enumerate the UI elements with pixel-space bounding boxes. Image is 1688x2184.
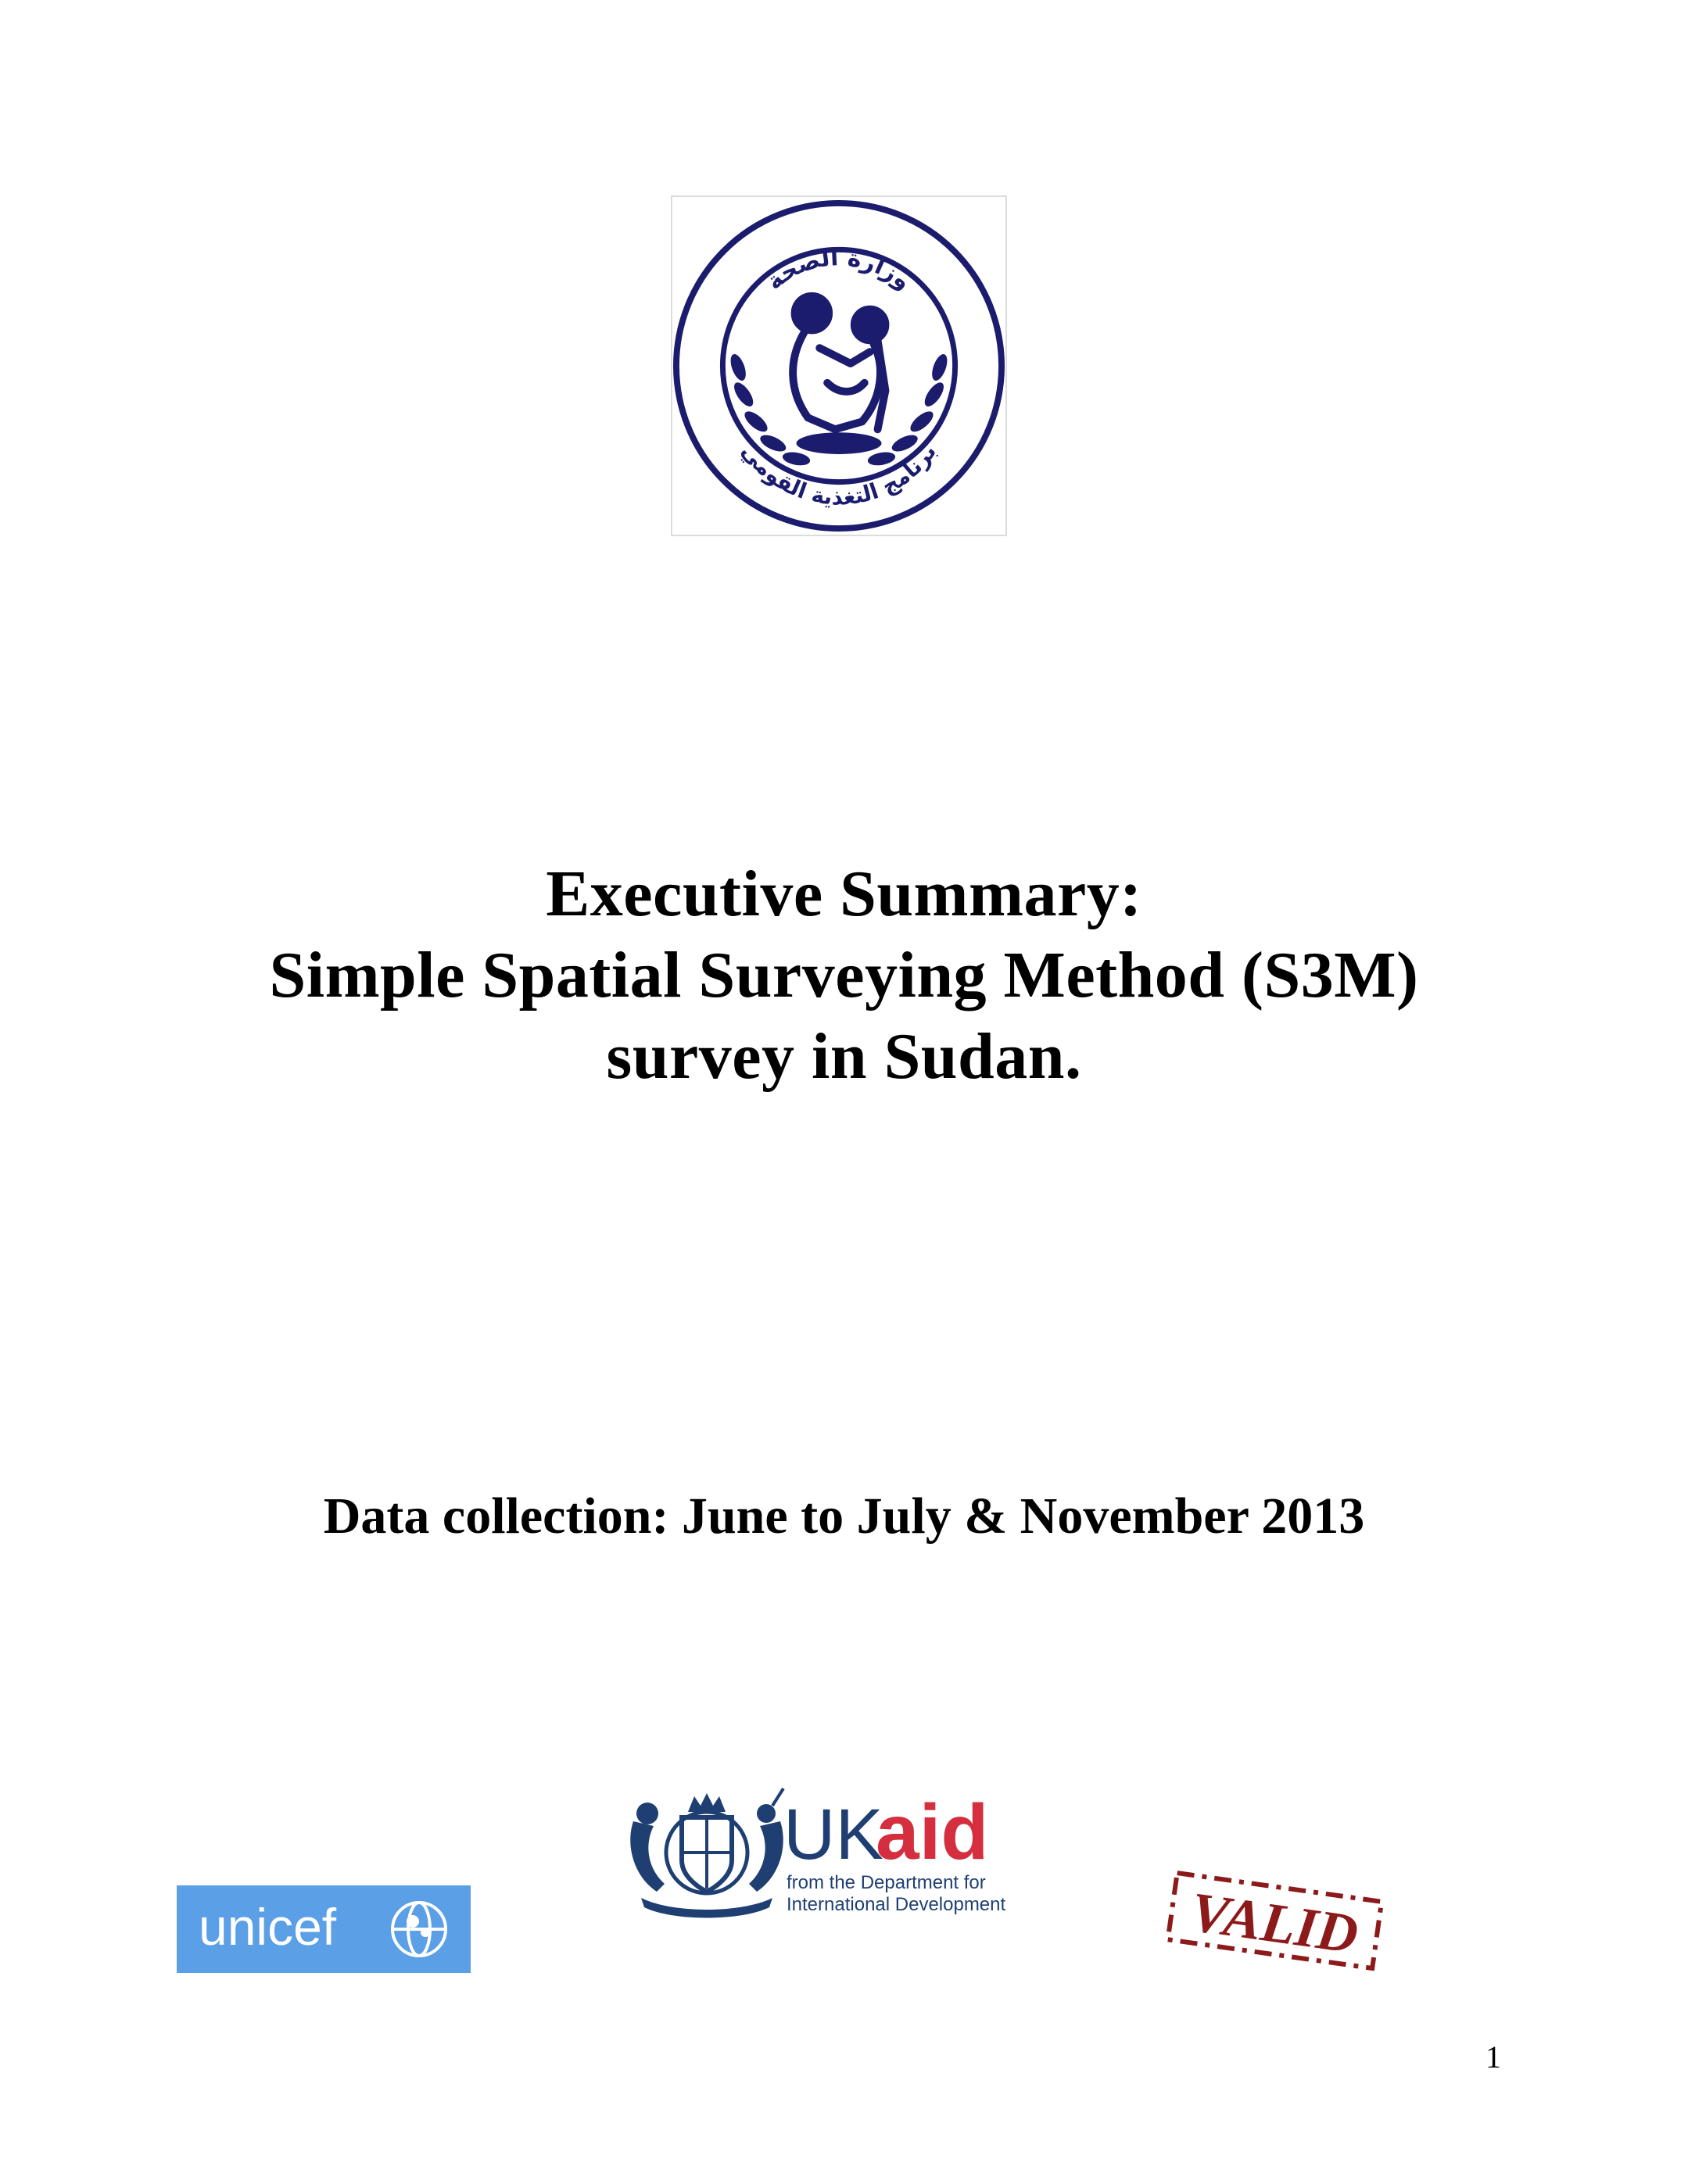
unicef-logo: unicef [177, 1885, 471, 1973]
royal-coat-of-arms-icon [630, 1787, 785, 1918]
document-title: Executive Summary: Simple Spatial Survey… [0, 854, 1688, 1097]
ministry-of-health-logo: وزارة الصحة برنامج التغذية القومي [671, 195, 1007, 536]
ukaid-aid: aid [876, 1788, 988, 1876]
ukaid-uk: UK [783, 1795, 883, 1874]
page-number: 1 [1486, 2039, 1501, 2075]
title-line-1: Executive Summary: [546, 857, 1142, 930]
ukaid-logo: UK aid from the Department for Internati… [610, 1774, 1016, 1923]
data-collection-period: Data collection: June to July & November… [323, 1488, 1365, 1545]
valid-stamp-logo: VALID [1157, 1868, 1392, 1978]
ukaid-tagline-2: International Development [787, 1894, 1006, 1915]
unicef-wordmark: unicef [199, 1898, 337, 1956]
title-line-3: survey in Sudan. [606, 1020, 1082, 1093]
title-line-2: Simple Spatial Surveying Method (S3M) [269, 939, 1419, 1011]
ukaid-tagline-1: from the Department for [787, 1872, 986, 1893]
